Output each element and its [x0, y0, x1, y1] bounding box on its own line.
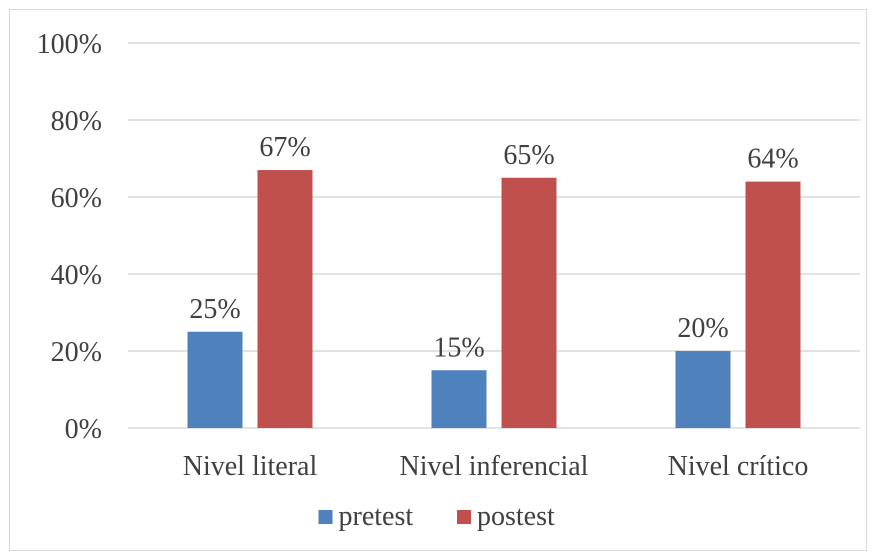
- bar-pretest: [431, 370, 487, 428]
- bar-pretest: [187, 331, 243, 428]
- y-tick-label: 0%: [65, 414, 102, 445]
- data-label: 25%: [189, 294, 240, 325]
- y-tick-label: 100%: [37, 29, 102, 60]
- y-tick-label: 20%: [51, 337, 102, 368]
- y-tick-label: 40%: [51, 260, 102, 291]
- data-label: 65%: [503, 140, 554, 171]
- y-tick-label: 80%: [51, 106, 102, 137]
- bar-pretest: [675, 351, 731, 428]
- data-label: 20%: [677, 313, 728, 344]
- data-label: 67%: [259, 132, 310, 163]
- bar-postest: [257, 170, 313, 429]
- legend-swatch-pretest: [318, 510, 333, 524]
- x-category-label: Nivel literal: [183, 451, 318, 482]
- data-label: 15%: [433, 332, 484, 363]
- chart-frame: [9, 9, 867, 551]
- data-label: 64%: [747, 144, 798, 175]
- x-category-label: Nivel crítico: [668, 451, 809, 482]
- bar-postest: [745, 181, 801, 428]
- x-category-label: Nivel inferencial: [400, 451, 589, 482]
- legend-swatch-postest: [457, 510, 471, 524]
- bar-postest: [501, 177, 557, 428]
- y-tick-label: 60%: [51, 183, 102, 214]
- legend-label-pretest: pretest: [339, 501, 414, 532]
- legend-label-postest: postest: [477, 501, 555, 532]
